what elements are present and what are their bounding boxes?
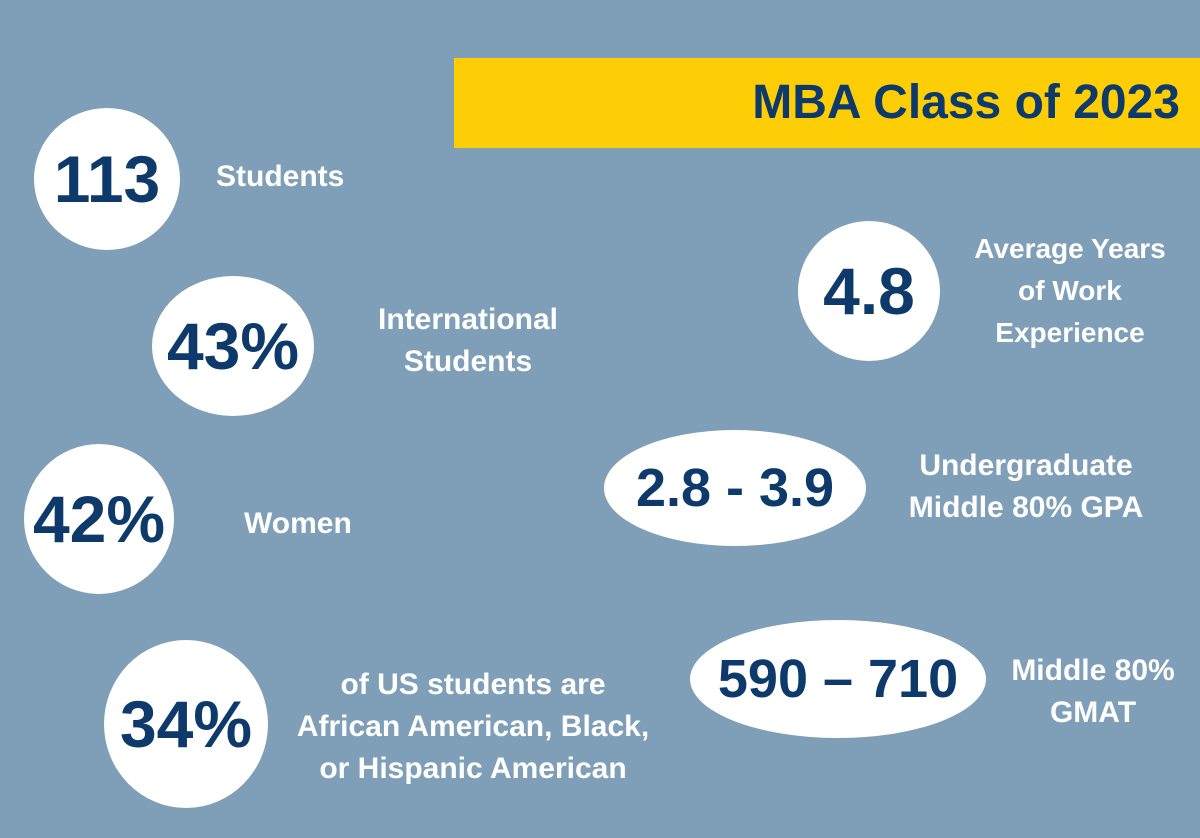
women-bubble: 42% (24, 444, 174, 594)
gmat-label: Middle 80% GMAT (986, 650, 1200, 734)
diversity-label: of US students are African American, Bla… (268, 664, 678, 790)
women-label: Women (244, 503, 352, 545)
gmat-label-line-2: GMAT (1049, 696, 1137, 729)
students-count-label: Students (216, 156, 344, 198)
gmat-label-line-1: Middle 80% (1011, 654, 1175, 687)
diversity-bubble: 34% (104, 640, 268, 808)
title-banner: MBA Class of 2023 (454, 58, 1200, 148)
international-bubble: 43% (152, 276, 314, 416)
women-label-text: Women (244, 507, 352, 540)
work-experience-label-line-2: of Work (1018, 275, 1122, 306)
work-experience-bubble: 4.8 (798, 221, 940, 361)
diversity-value: 34% (119, 687, 253, 761)
gmat-bubble: 590 – 710 (690, 620, 986, 738)
work-experience-label-line-3: Experience (995, 317, 1145, 348)
international-label: International Students (350, 299, 586, 383)
students-count-bubble: 113 (34, 108, 180, 250)
gpa-label-line-1: Undergraduate (919, 449, 1133, 482)
work-experience-value: 4.8 (823, 254, 915, 328)
work-experience-label-line-1: Average Years (974, 233, 1166, 264)
diversity-label-line-3: or Hispanic American (319, 752, 627, 785)
gpa-value: 2.8 - 3.9 (635, 458, 835, 518)
gpa-label-line-2: Middle 80% GPA (908, 491, 1144, 524)
diversity-label-line-1: of US students are (340, 668, 606, 701)
students-count-value: 113 (53, 142, 161, 216)
gpa-label: Undergraduate Middle 80% GPA (876, 445, 1176, 529)
international-label-line-2: Students (403, 345, 533, 378)
women-value: 42% (32, 482, 166, 556)
work-experience-label: Average Years of Work Experience (960, 228, 1180, 354)
international-value: 43% (166, 309, 300, 383)
gmat-value: 590 – 710 (717, 649, 959, 709)
international-label-line-1: International (377, 303, 558, 336)
students-label-text: Students (216, 160, 345, 193)
diversity-label-line-2: African American, Black, (296, 710, 650, 743)
gpa-bubble: 2.8 - 3.9 (604, 430, 866, 546)
page-title: MBA Class of 2023 (752, 76, 1180, 129)
